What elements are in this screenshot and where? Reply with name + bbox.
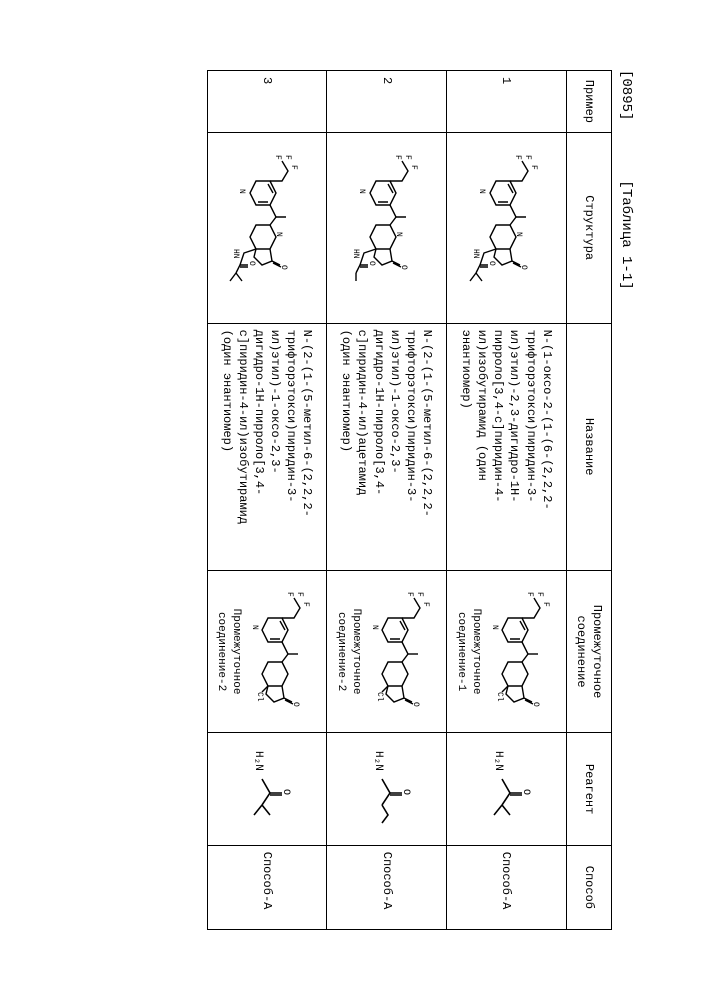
svg-text:F: F bbox=[522, 155, 531, 160]
svg-text:F: F bbox=[534, 592, 543, 597]
svg-text:O: O bbox=[518, 265, 527, 270]
table-row: 3 F F F N O N O HN N-(2-(1-(5-метил-6-(2… bbox=[207, 71, 327, 930]
svg-text:F: F bbox=[404, 592, 413, 597]
cell-intermediate: F F F N O Cl Промежуточное соединение-1 bbox=[446, 570, 566, 733]
cell-name: N-(2-(1-(5-метил-6-(2,2,2- трифторэтокси… bbox=[326, 323, 446, 570]
svg-text:Cl: Cl bbox=[374, 692, 383, 702]
col-structure: Структура bbox=[566, 132, 611, 323]
cell-method: Способ-A bbox=[446, 845, 566, 929]
svg-text:N: N bbox=[237, 189, 246, 194]
svg-text:N: N bbox=[489, 625, 498, 630]
svg-text:F: F bbox=[409, 165, 418, 170]
paragraph-number: [0895] bbox=[618, 70, 634, 120]
svg-text:Cl: Cl bbox=[494, 692, 503, 702]
svg-text:O: O bbox=[280, 789, 291, 795]
compound-table: Пример Структура Название Промежуточное … bbox=[206, 70, 611, 930]
cell-structure: F F F N O N O HN bbox=[326, 132, 446, 323]
cell-reagent: H₂N O bbox=[326, 733, 446, 845]
caption-row: [0895] [Таблица 1-1] bbox=[618, 70, 634, 930]
svg-text:F: F bbox=[540, 602, 549, 607]
cell-structure: F F F N O N O HN bbox=[446, 132, 566, 323]
svg-text:F: F bbox=[273, 155, 282, 160]
svg-text:H₂N: H₂N bbox=[252, 751, 264, 771]
svg-text:H₂N: H₂N bbox=[372, 751, 384, 771]
svg-text:N: N bbox=[369, 625, 378, 630]
cell-example: 2 bbox=[326, 71, 446, 133]
cell-method: Способ-A bbox=[326, 845, 446, 929]
svg-text:F: F bbox=[528, 165, 537, 170]
svg-text:N: N bbox=[476, 189, 485, 194]
col-name: Название bbox=[566, 323, 611, 570]
col-method: Способ bbox=[566, 845, 611, 929]
svg-text:H₂N: H₂N bbox=[491, 751, 503, 771]
svg-text:O: O bbox=[399, 265, 408, 270]
table-caption: [Таблица 1-1] bbox=[618, 180, 634, 289]
intermediate-label: Промежуточное соединение-1 bbox=[452, 577, 482, 727]
table-row: 1 F F F N O N O HN N-(1-оксо-2-(1-(6-(2,… bbox=[446, 71, 566, 930]
svg-text:F: F bbox=[420, 602, 429, 607]
cell-example: 3 bbox=[207, 71, 327, 133]
svg-text:F: F bbox=[295, 592, 304, 597]
svg-text:O: O bbox=[410, 702, 419, 707]
svg-text:N: N bbox=[357, 189, 366, 194]
table-body: 1 F F F N O N O HN N-(1-оксо-2-(1-(6-(2,… bbox=[207, 71, 566, 930]
svg-text:F: F bbox=[283, 155, 292, 160]
col-intermediate: Промежуточное соединение bbox=[566, 570, 611, 733]
page: [0895] [Таблица 1-1] Пример Структура На… bbox=[0, 0, 707, 1000]
svg-text:N: N bbox=[394, 232, 403, 237]
intermediate-label: Промежуточное соединение-2 bbox=[333, 577, 363, 727]
cell-name: N-(1-оксо-2-(1-(6-(2,2,2- трифторэтокси)… bbox=[446, 323, 566, 570]
cell-intermediate: F F F N O Cl Промежуточное соединение-2 bbox=[326, 570, 446, 733]
svg-text:O: O bbox=[486, 261, 495, 266]
cell-intermediate: F F F N O Cl Промежуточное соединение-2 bbox=[207, 570, 327, 733]
svg-text:F: F bbox=[393, 155, 402, 160]
svg-text:F: F bbox=[524, 592, 533, 597]
cell-structure: F F F N O N O HN bbox=[207, 132, 327, 323]
cell-method: Способ-A bbox=[207, 845, 327, 929]
col-example: Пример bbox=[566, 71, 611, 133]
intermediate-label: Промежуточное соединение-2 bbox=[213, 577, 243, 727]
col-reagent: Реагент bbox=[566, 733, 611, 845]
svg-text:F: F bbox=[301, 602, 310, 607]
table-row: 2 F F F N O N O HN N-(2-(1-(5-метил-6-(2… bbox=[326, 71, 446, 930]
svg-text:O: O bbox=[367, 261, 376, 266]
cell-reagent: H₂N O bbox=[207, 733, 327, 845]
svg-text:O: O bbox=[519, 789, 530, 795]
svg-text:Cl: Cl bbox=[255, 692, 264, 702]
svg-text:F: F bbox=[285, 592, 294, 597]
svg-text:F: F bbox=[403, 155, 412, 160]
svg-text:F: F bbox=[512, 155, 521, 160]
svg-text:O: O bbox=[279, 265, 288, 270]
svg-text:HN: HN bbox=[231, 249, 240, 259]
cell-name: N-(2-(1-(5-метил-6-(2,2,2- трифторэтокси… bbox=[207, 323, 327, 570]
svg-text:O: O bbox=[400, 789, 411, 795]
svg-text:F: F bbox=[414, 592, 423, 597]
svg-text:N: N bbox=[513, 232, 522, 237]
cell-reagent: H₂N O bbox=[446, 733, 566, 845]
svg-text:O: O bbox=[530, 702, 539, 707]
rotated-content: [0895] [Таблица 1-1] Пример Структура На… bbox=[74, 70, 634, 930]
svg-text:N: N bbox=[274, 232, 283, 237]
svg-text:O: O bbox=[291, 702, 300, 707]
svg-text:HN: HN bbox=[351, 249, 360, 259]
cell-example: 1 bbox=[446, 71, 566, 133]
svg-text:HN: HN bbox=[470, 249, 479, 259]
svg-text:F: F bbox=[289, 165, 298, 170]
svg-text:N: N bbox=[250, 625, 259, 630]
header-row: Пример Структура Название Промежуточное … bbox=[566, 71, 611, 930]
svg-text:O: O bbox=[247, 261, 256, 266]
